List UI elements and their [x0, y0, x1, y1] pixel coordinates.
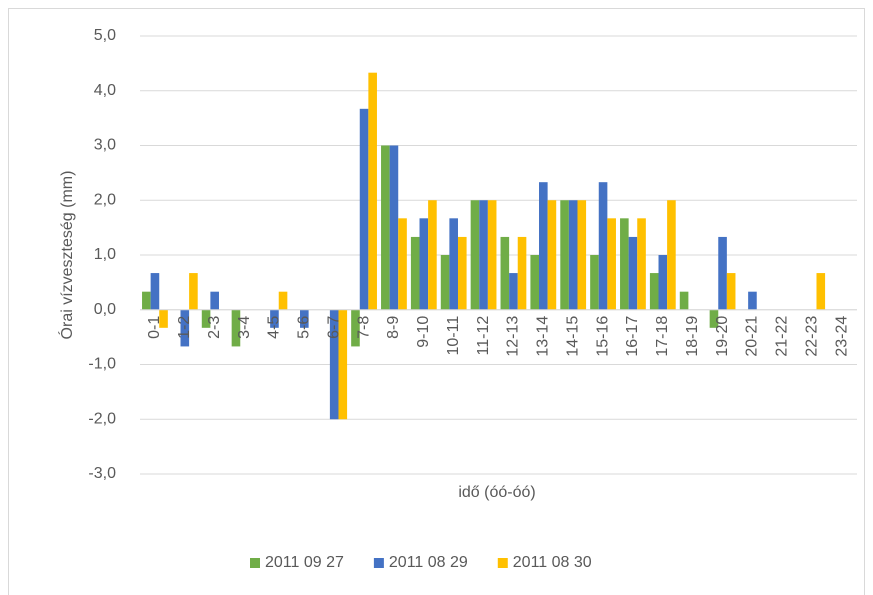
bar: [201, 309, 211, 328]
bar: [539, 182, 548, 310]
x-tick-label: 0-1: [146, 316, 163, 339]
x-axis-title: idő (óó-óó): [458, 484, 535, 501]
legend-label: 2011 08 30: [513, 554, 592, 571]
bar: [210, 291, 219, 310]
legend-swatch: [373, 558, 384, 568]
y-tick-label: -3,0: [88, 465, 116, 482]
legend-label: 2011 09 27: [265, 554, 344, 571]
x-tick-label: 17-18: [654, 316, 671, 357]
bar: [428, 200, 437, 310]
y-tick-label: 4,0: [94, 82, 116, 99]
x-tick-label: 12-13: [505, 316, 522, 357]
x-tick-label: 4-5: [266, 316, 283, 339]
y-tick-label: 1,0: [94, 246, 116, 263]
x-tick-label: 13-14: [535, 316, 552, 357]
bar: [231, 309, 241, 347]
bar: [189, 273, 198, 310]
y-tick-label: -2,0: [88, 410, 116, 427]
bar: [509, 273, 518, 310]
bar: [389, 145, 399, 310]
bar: [270, 309, 279, 328]
bar: [726, 273, 736, 310]
x-tick-label: 7-8: [355, 316, 372, 339]
x-tick-label: 2-3: [206, 316, 223, 339]
bar: [679, 291, 689, 310]
bar: [637, 218, 646, 310]
bar: [748, 291, 757, 310]
bar: [500, 236, 510, 310]
y-tick-label: 2,0: [94, 191, 116, 208]
bar: [568, 200, 578, 310]
bar: [368, 72, 377, 310]
bar: [398, 218, 407, 310]
x-tick-label: 15-16: [594, 316, 611, 357]
x-tick-label: 3-4: [236, 316, 253, 339]
bar: [816, 273, 826, 310]
legend-swatch: [497, 558, 508, 568]
bar: [709, 309, 719, 328]
bar: [300, 309, 309, 328]
bar: [487, 200, 497, 310]
bar: [338, 309, 348, 420]
bar: [590, 255, 599, 310]
bar: [159, 309, 168, 328]
bar: [718, 236, 727, 310]
bar: [180, 309, 190, 347]
x-tick-label: 19-20: [714, 316, 731, 357]
legend-swatch: [250, 558, 260, 568]
bar: [577, 200, 587, 310]
bar: [547, 200, 557, 310]
x-tick-label: 5-6: [296, 316, 313, 339]
y-tick-label: -1,0: [88, 356, 116, 373]
x-tick-label: 8-9: [385, 316, 402, 339]
y-axis-title: Órai vízveszteség (mm): [57, 171, 76, 340]
x-tick-label: 18-19: [684, 316, 701, 357]
bar: [457, 236, 467, 310]
bar: [359, 108, 369, 310]
x-tick-label: 21-22: [774, 316, 791, 357]
y-tick-label: 0,0: [94, 301, 116, 318]
bar: [517, 236, 527, 310]
x-tick-label: 14-15: [564, 316, 581, 357]
bar: [628, 236, 638, 310]
x-tick-label: 9-10: [415, 316, 432, 348]
bar: [560, 200, 569, 310]
bar: [649, 273, 659, 310]
y-tick-label: 3,0: [94, 137, 116, 154]
bar: [607, 218, 616, 310]
bar: [620, 218, 629, 310]
bar: [658, 255, 668, 310]
bar: [530, 255, 540, 310]
x-tick-label: 11-12: [475, 316, 492, 356]
bar: [410, 236, 420, 310]
bar: [329, 309, 339, 420]
bar: [142, 291, 151, 310]
legend-label: 2011 08 29: [389, 554, 468, 571]
bar: [150, 273, 160, 310]
x-tick-label: 20-21: [744, 316, 761, 357]
x-tick-label: 6-7: [325, 316, 342, 339]
bar: [351, 309, 360, 347]
bar: [667, 200, 676, 310]
bar: [598, 182, 608, 310]
x-tick-label: 23-24: [833, 316, 850, 357]
bar: [419, 218, 429, 310]
x-tick-label: 10-11: [445, 316, 462, 356]
x-tick-label: 16-17: [624, 316, 641, 357]
chart-frame: [8, 8, 865, 595]
bar: [470, 200, 480, 310]
bar: [440, 255, 450, 310]
bar: [449, 218, 458, 310]
y-tick-label: 5,0: [94, 27, 116, 44]
x-tick-label: 22-23: [803, 316, 820, 357]
bar: [381, 145, 390, 310]
bar: [479, 200, 488, 310]
bar: [278, 291, 288, 310]
x-tick-label: 1-2: [176, 316, 193, 339]
